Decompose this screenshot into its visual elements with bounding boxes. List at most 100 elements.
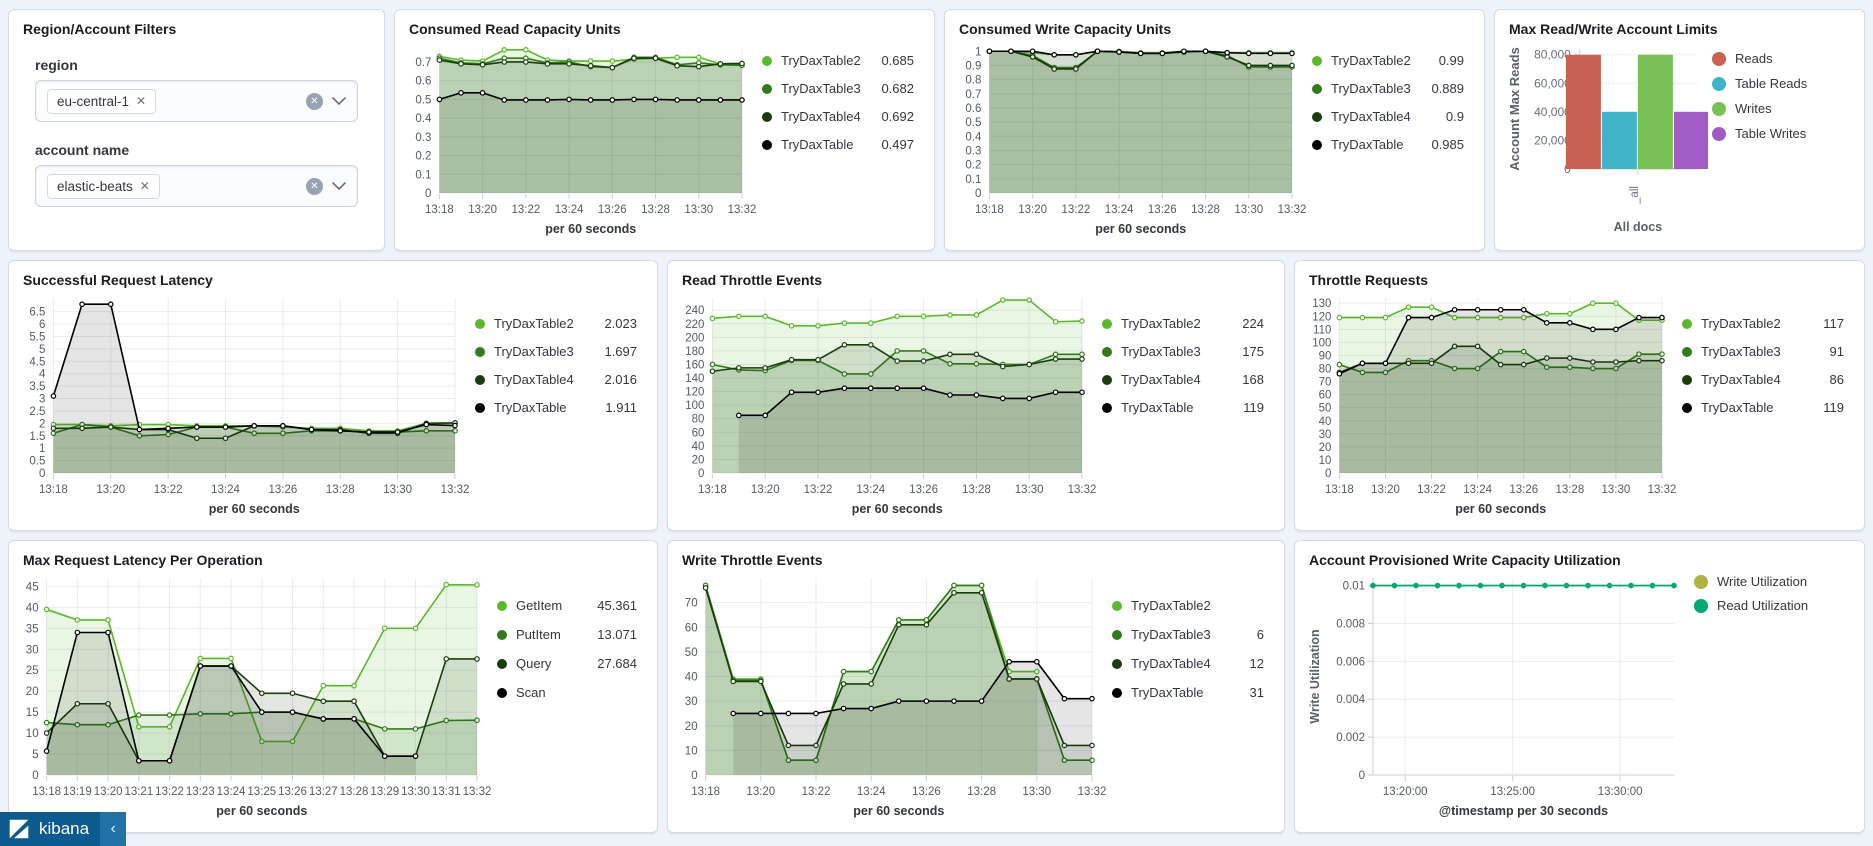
svg-text:240: 240 [685, 305, 704, 317]
svg-text:70: 70 [1319, 377, 1332, 389]
legend-item[interactable]: TryDaxTable4 12 [1112, 656, 1264, 671]
svg-text:0.2: 0.2 [965, 160, 981, 172]
svg-text:13:28: 13:28 [340, 786, 369, 798]
svg-text:0.008: 0.008 [1336, 618, 1365, 630]
clear-selection-icon[interactable]: ✕ [306, 177, 323, 195]
account-selected-tag[interactable]: elastic-beats ✕ [47, 173, 160, 199]
legend-item[interactable]: TryDaxTable 119 [1682, 400, 1844, 415]
legend-item[interactable]: TryDaxTable3 175 [1102, 344, 1264, 359]
svg-text:6.5: 6.5 [29, 307, 45, 319]
legend-item[interactable]: TryDaxTable 0.497 [762, 137, 914, 152]
legend-item[interactable]: TryDaxTable3 0.682 [762, 81, 914, 96]
svg-text:0.6: 0.6 [415, 76, 431, 88]
legend-item[interactable]: Write Utilization [1694, 574, 1844, 589]
legend-item[interactable]: Reads [1712, 51, 1844, 66]
legend-item[interactable]: Table Reads [1712, 76, 1844, 91]
legend-item[interactable]: TryDaxTable3 91 [1682, 344, 1844, 359]
legend-item[interactable]: Read Utilization [1694, 598, 1844, 613]
panel-region-account-filters: Region/Account Filters region eu-central… [8, 9, 385, 251]
legend-item[interactable]: TryDaxTable2 117 [1682, 316, 1844, 331]
remove-tag-icon[interactable]: ✕ [136, 94, 147, 108]
series-dot [475, 318, 485, 329]
svg-text:13:24: 13:24 [856, 484, 885, 496]
legend-item[interactable]: Query 27.684 [497, 656, 637, 671]
collapse-nav-icon[interactable]: ‹ [100, 812, 127, 846]
region-combobox[interactable]: eu-central-1 ✕ ✕ [35, 80, 358, 122]
svg-text:13:26: 13:26 [909, 484, 938, 496]
svg-text:45: 45 [26, 581, 39, 593]
legend-item[interactable]: Table Writes [1712, 126, 1844, 141]
svg-text:120: 120 [685, 387, 704, 399]
svg-text:2: 2 [39, 418, 45, 430]
legend-item[interactable]: TryDaxTable 0.985 [1312, 137, 1464, 152]
legend-item[interactable]: TryDaxTable2 0.99 [1312, 53, 1464, 68]
legend-item[interactable]: GetItem 45.361 [497, 598, 637, 613]
legend-item[interactable]: TryDaxTable4 168 [1102, 372, 1264, 387]
svg-text:10: 10 [26, 728, 39, 740]
clear-selection-icon[interactable]: ✕ [306, 92, 323, 110]
series-dot [1312, 139, 1322, 150]
svg-text:10: 10 [685, 745, 698, 757]
chevron-down-icon[interactable] [332, 181, 346, 191]
legend-item[interactable]: PutItem 13.071 [497, 627, 637, 642]
legend-item[interactable]: TryDaxTable2 224 [1102, 316, 1264, 331]
svg-text:60: 60 [685, 622, 698, 634]
legend-item[interactable]: TryDaxTable3 6 [1112, 627, 1264, 642]
svg-text:5.5: 5.5 [29, 331, 45, 343]
legend-item[interactable]: TryDaxTable4 0.9 [1312, 109, 1464, 124]
legend-item[interactable]: TryDaxTable3 0.889 [1312, 81, 1464, 96]
account-combobox[interactable]: elastic-beats ✕ ✕ [35, 165, 358, 207]
series-dot [1102, 374, 1112, 385]
series-dot [1312, 111, 1322, 122]
svg-text:0.7: 0.7 [415, 57, 431, 69]
legend-item[interactable]: TryDaxTable4 2.016 [475, 372, 637, 387]
legend-item[interactable]: Writes [1712, 101, 1844, 116]
legend-item[interactable]: TryDaxTable3 1.697 [475, 344, 637, 359]
svg-text:@timestamp per 30 seconds: @timestamp per 30 seconds [1439, 804, 1608, 818]
series-dot [1312, 55, 1322, 66]
legend-item[interactable]: TryDaxTable 119 [1102, 400, 1264, 415]
legend-item[interactable]: TryDaxTable 1.911 [475, 400, 637, 415]
line-chart[interactable]: 0 0.002 0.004 0.006 0.008 0.01 13:20:00 13:25:0… [1305, 568, 1690, 823]
series-dot [1102, 402, 1112, 413]
panel-consumed-write-capacity: Consumed Write Capacity Units 0 0.1 0.2 0.3… [944, 9, 1485, 251]
svg-text:13:28: 13:28 [1555, 484, 1584, 496]
legend-item[interactable]: TryDaxTable2 2.023 [475, 316, 637, 331]
panel-account-provisioned-write-capacity-utilization: Account Provisioned Write Capacity Utili… [1294, 540, 1865, 833]
svg-text:2.5: 2.5 [29, 406, 45, 418]
svg-text:0.002: 0.002 [1336, 732, 1365, 744]
svg-text:13:18: 13:18 [691, 786, 720, 798]
svg-text:13:20: 13:20 [94, 786, 123, 798]
legend-item[interactable]: TryDaxTable2 0.685 [762, 53, 914, 68]
svg-text:4: 4 [39, 369, 46, 381]
line-chart[interactable]: 00.511.522.533.544.555.566.5 13:18 13:20 13… [19, 288, 471, 521]
region-selected-tag[interactable]: eu-central-1 ✕ [47, 88, 157, 114]
chevron-down-icon[interactable] [332, 96, 346, 106]
panel-consumed-read-capacity: Consumed Read Capacity Units 0 0.1 0.2 0.3 0… [394, 9, 935, 251]
line-chart[interactable]: 0 0.1 0.2 0.3 0.4 0.5 0.6 0.7 13:18 13:20 13:22 13:… [405, 37, 758, 241]
svg-text:0: 0 [39, 468, 45, 480]
remove-tag-icon[interactable]: ✕ [139, 179, 150, 193]
legend-item[interactable]: Scan [497, 685, 637, 700]
svg-text:13:26: 13:26 [278, 786, 307, 798]
line-chart[interactable]: 0 0.1 0.2 0.3 0.4 0.5 0.6 0.7 0.8 0.9 1 13:18 13:20 1… [955, 37, 1308, 241]
svg-text:0: 0 [691, 770, 697, 782]
svg-text:per 60 seconds: per 60 seconds [1095, 222, 1186, 236]
svg-text:13:30: 13:30 [1015, 484, 1044, 496]
series-dot [1102, 346, 1112, 357]
legend-item[interactable]: TryDaxTable4 86 [1682, 372, 1844, 387]
legend-item[interactable]: TryDaxTable 31 [1112, 685, 1264, 700]
legend-item[interactable]: TryDaxTable4 0.692 [762, 109, 914, 124]
panel-title: Consumed Read Capacity Units [409, 21, 621, 37]
line-chart[interactable]: 0 10 20 30 40 50 60 70 13:18 13:20 13:22 13:24 13:26… [678, 568, 1108, 823]
legend-item[interactable]: TryDaxTable2 [1112, 598, 1264, 613]
series-dot [1682, 374, 1692, 385]
svg-text:20: 20 [692, 454, 705, 466]
svg-text:13:24: 13:24 [211, 484, 240, 496]
svg-text:30: 30 [1319, 429, 1332, 441]
svg-text:13:28: 13:28 [962, 484, 991, 496]
